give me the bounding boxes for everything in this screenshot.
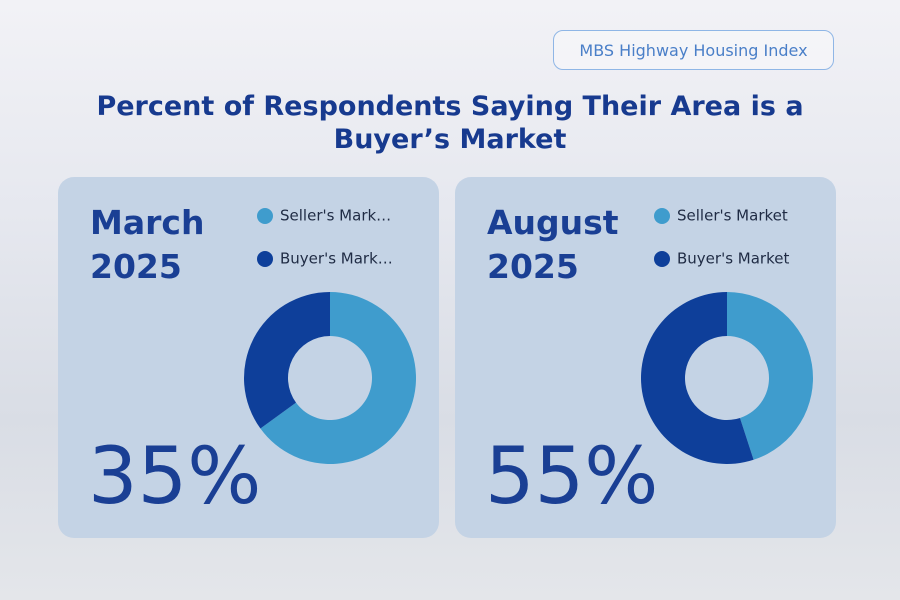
donut-slice (727, 292, 813, 460)
donut-slice (260, 292, 416, 464)
card: March 2025 Seller's Mark… Buyer's Mark… 35% (58, 177, 439, 538)
donut-slice (641, 292, 754, 464)
badge: MBS Highway Housing Index (553, 30, 834, 70)
donut-slice (244, 292, 330, 429)
legend-dot (654, 251, 670, 267)
card-title: March 2025 (90, 203, 205, 286)
donut-chart: Seller's Market Buyer's Market (641, 207, 813, 464)
legend-dot (257, 251, 273, 267)
legend-label: Buyer's Market (677, 250, 789, 268)
value-label: 35% (88, 432, 262, 522)
legend-label: Buyer's Mark… (280, 250, 393, 268)
value-label: 55% (485, 432, 659, 522)
page-title: Percent of Respondents Saying Their Area… (96, 91, 804, 155)
legend-dot (257, 208, 273, 224)
legend-label: Seller's Mark… (280, 207, 391, 225)
card: August 2025 Seller's Market Buyer's Market… (455, 177, 836, 538)
legend-label: Seller's Market (677, 207, 788, 225)
card-title: August 2025 (487, 203, 619, 286)
legend-dot (654, 208, 670, 224)
donut-chart: Seller's Mark… Buyer's Mark… (244, 207, 416, 464)
